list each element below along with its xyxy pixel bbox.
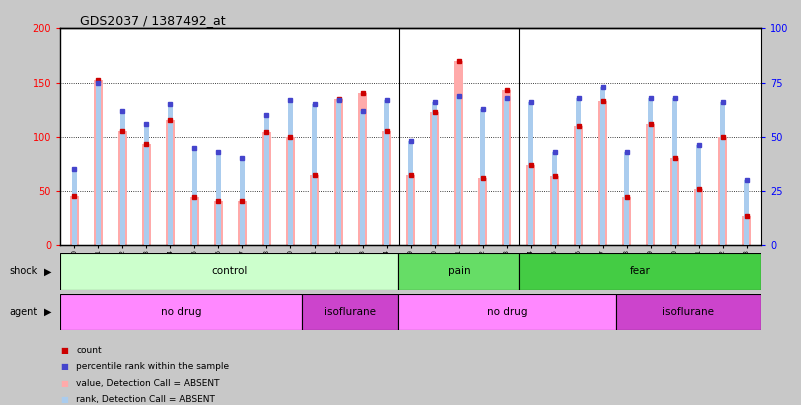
Text: isoflurane: isoflurane [324, 307, 376, 317]
Text: ■: ■ [60, 395, 68, 404]
Text: pain: pain [448, 266, 470, 276]
Text: agent: agent [10, 307, 38, 317]
Bar [718, 136, 727, 245]
Bar [576, 98, 581, 245]
Text: fear: fear [630, 266, 650, 276]
Text: count: count [76, 346, 102, 355]
Text: no drug: no drug [161, 307, 201, 317]
Bar [694, 189, 702, 245]
Bar [670, 158, 678, 245]
Bar [478, 178, 487, 245]
Bar [384, 100, 388, 245]
Bar [519, 253, 761, 290]
Bar [598, 101, 606, 245]
Bar [433, 102, 437, 245]
Bar [192, 147, 197, 245]
Bar [143, 144, 151, 245]
Bar [264, 115, 269, 245]
Bar [504, 98, 509, 245]
Bar [552, 152, 557, 245]
Bar [526, 165, 535, 245]
Bar [240, 158, 245, 245]
Bar [119, 131, 127, 245]
Bar [696, 145, 701, 245]
Bar [215, 200, 223, 245]
Bar [358, 93, 367, 245]
Text: control: control [211, 266, 248, 276]
Bar [312, 104, 317, 245]
Bar [600, 87, 605, 245]
Text: shock: shock [10, 266, 38, 276]
Bar [168, 104, 173, 245]
Bar [481, 109, 485, 245]
Bar [382, 131, 391, 245]
Bar [336, 100, 340, 245]
Text: percentile rank within the sample: percentile rank within the sample [76, 362, 229, 371]
Bar [454, 61, 463, 245]
Text: ▶: ▶ [44, 266, 51, 276]
Bar [616, 294, 761, 330]
Bar [238, 200, 247, 245]
Text: ■: ■ [60, 362, 68, 371]
Bar [574, 126, 583, 245]
Text: value, Detection Call = ABSENT: value, Detection Call = ABSENT [76, 379, 219, 388]
Bar [622, 197, 630, 245]
Text: isoflurane: isoflurane [662, 307, 714, 317]
Bar [302, 294, 398, 330]
Text: ▶: ▶ [44, 307, 51, 317]
Bar [744, 180, 749, 245]
Bar [120, 111, 125, 245]
Bar [144, 124, 149, 245]
Bar [60, 294, 302, 330]
Bar [409, 141, 413, 245]
Text: ■: ■ [60, 346, 68, 355]
Bar [406, 175, 415, 245]
Bar [70, 196, 78, 245]
Bar [743, 216, 751, 245]
Bar [502, 90, 511, 245]
Bar [191, 197, 199, 245]
Bar [528, 102, 533, 245]
Bar [310, 175, 319, 245]
Bar [646, 124, 654, 245]
Bar [334, 99, 343, 245]
Bar [95, 80, 103, 245]
Bar [286, 136, 295, 245]
Bar [648, 98, 653, 245]
Bar [624, 152, 629, 245]
Bar [398, 253, 519, 290]
Bar [262, 132, 271, 245]
Bar [720, 102, 725, 245]
Bar [360, 111, 364, 245]
Text: rank, Detection Call = ABSENT: rank, Detection Call = ABSENT [76, 395, 215, 404]
Text: no drug: no drug [487, 307, 527, 317]
Bar [72, 169, 77, 245]
Bar [216, 152, 221, 245]
Bar [550, 176, 559, 245]
Bar [96, 83, 101, 245]
Bar [167, 120, 175, 245]
Bar [288, 100, 293, 245]
Bar [672, 98, 677, 245]
Text: GDS2037 / 1387492_at: GDS2037 / 1387492_at [80, 14, 226, 27]
Bar [398, 294, 616, 330]
Bar [457, 96, 461, 245]
Bar [430, 112, 439, 245]
Bar [60, 253, 398, 290]
Text: ■: ■ [60, 379, 68, 388]
